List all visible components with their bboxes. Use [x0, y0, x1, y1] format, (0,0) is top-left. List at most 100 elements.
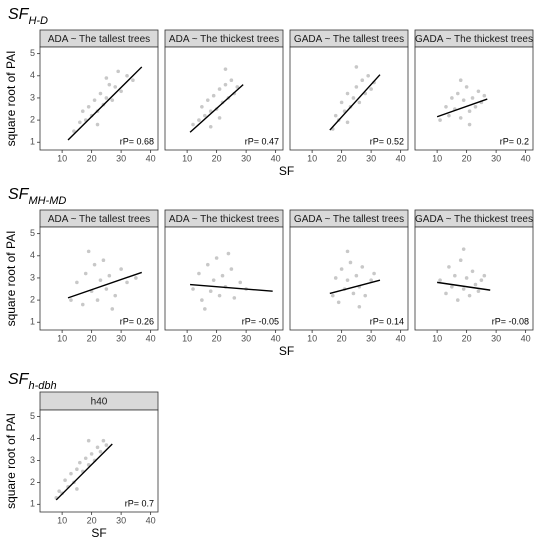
panel — [39, 409, 159, 513]
x-tick-label: 20 — [87, 333, 97, 343]
x-tick-label: 10 — [182, 153, 192, 163]
x-tick-label: 40 — [271, 153, 281, 163]
x-tick-label: 10 — [57, 333, 67, 343]
panel — [414, 226, 534, 331]
point — [104, 76, 109, 80]
point — [98, 91, 103, 96]
point — [75, 467, 79, 472]
point — [203, 307, 207, 311]
annotation: rP= 0.47 — [245, 136, 279, 146]
annotation: rP= 0.14 — [370, 316, 404, 326]
x-tick-label: 40 — [396, 333, 406, 343]
point — [69, 471, 73, 476]
point — [92, 262, 97, 267]
point — [208, 124, 213, 129]
point — [191, 287, 195, 291]
point — [351, 96, 356, 100]
point — [78, 120, 82, 125]
point — [86, 438, 91, 443]
annotation: rP= 0.26 — [120, 316, 154, 326]
point — [453, 273, 457, 278]
panel — [39, 46, 159, 151]
x-tick-label: 10 — [57, 515, 67, 525]
x-tick-label: 10 — [57, 153, 67, 163]
point — [345, 91, 350, 96]
strip-label: GADA ~ The tallest trees — [294, 34, 404, 45]
point — [473, 282, 478, 287]
point — [226, 251, 231, 256]
point — [101, 438, 106, 443]
fit-line — [67, 271, 143, 299]
strip-label: GADA ~ The thickest trees — [415, 34, 533, 45]
point — [339, 267, 344, 271]
point — [458, 78, 463, 83]
point — [104, 443, 109, 447]
point — [98, 449, 103, 454]
point — [98, 278, 103, 282]
strip-label: h40 — [91, 397, 108, 408]
y-tick-label: 5 — [30, 411, 35, 421]
point — [214, 256, 219, 260]
point — [369, 278, 373, 282]
point — [80, 302, 85, 307]
point — [470, 269, 475, 274]
y-tick-label: 1 — [30, 317, 35, 327]
x-tick-label: 30 — [116, 153, 126, 163]
fit-line — [329, 74, 381, 131]
x-tick-label: 20 — [337, 333, 347, 343]
point — [357, 304, 362, 309]
x-tick-label: 30 — [116, 333, 126, 343]
point — [131, 78, 135, 83]
point — [345, 249, 350, 254]
point — [345, 120, 350, 125]
point — [217, 116, 222, 120]
point — [479, 278, 484, 282]
y-tick-label: 5 — [30, 228, 35, 238]
x-tick-label: 40 — [146, 153, 156, 163]
x-tick-label: 10 — [307, 333, 317, 343]
x-tick-label: 40 — [271, 333, 281, 343]
point — [217, 293, 222, 298]
point — [211, 278, 216, 282]
point — [369, 87, 373, 91]
x-tick-label: 30 — [116, 515, 126, 525]
point — [104, 287, 109, 291]
panel — [164, 226, 284, 331]
point — [116, 69, 120, 74]
point — [339, 100, 344, 105]
y-tick-label: 2 — [30, 294, 35, 304]
x-tick-label: 10 — [432, 153, 442, 163]
point — [119, 89, 123, 94]
x-tick-label: 30 — [241, 333, 251, 343]
point — [461, 98, 466, 102]
point — [95, 122, 100, 127]
point — [229, 78, 234, 83]
point — [229, 267, 234, 271]
point — [232, 296, 237, 300]
y-tick-label: 2 — [30, 477, 35, 487]
point — [69, 298, 73, 302]
x-tick-label: 30 — [241, 153, 251, 163]
row-title-sub: h-dbh — [28, 380, 56, 392]
x-tick-label: 20 — [212, 333, 222, 343]
point — [113, 85, 118, 89]
y-tick-label: 1 — [30, 137, 35, 147]
point — [125, 73, 129, 78]
y-tick-label: 3 — [30, 272, 35, 282]
strip-label: GADA ~ The thickest trees — [415, 214, 533, 225]
point — [191, 122, 195, 127]
point — [83, 271, 88, 276]
point — [223, 82, 228, 87]
x-tick-label: 10 — [182, 333, 192, 343]
x-tick-label: 20 — [87, 515, 97, 525]
point — [119, 267, 123, 271]
point — [467, 109, 472, 114]
point — [200, 298, 204, 302]
row-title-sub: MH-MD — [28, 195, 66, 207]
fit-line — [55, 443, 113, 501]
point — [72, 129, 76, 133]
point — [200, 105, 204, 109]
panel — [289, 226, 409, 331]
point — [444, 291, 448, 296]
panel — [289, 46, 409, 151]
